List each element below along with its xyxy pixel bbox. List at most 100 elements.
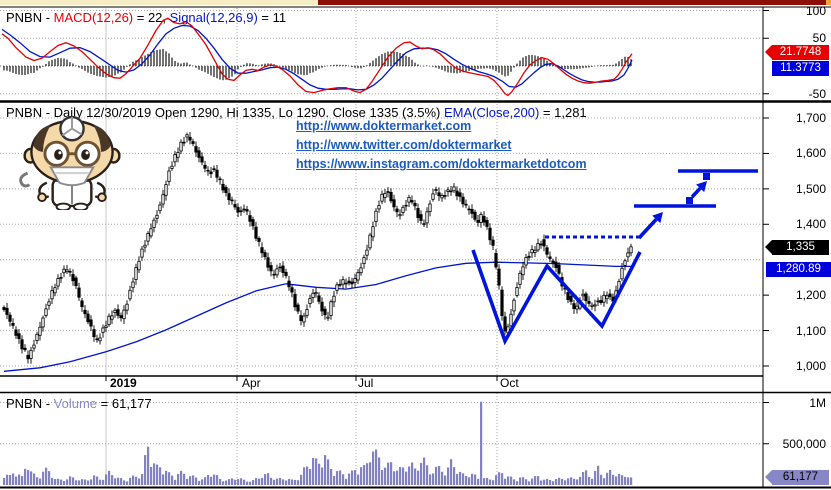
mascot-eye-left <box>54 149 63 161</box>
candle-body <box>431 193 435 200</box>
price-axis-label: 1,500 <box>795 181 826 196</box>
volume-bar <box>285 480 288 485</box>
volume-bar <box>294 479 297 485</box>
volume-bar <box>177 474 180 485</box>
volume-bar <box>543 479 546 485</box>
volume-bar <box>384 467 387 485</box>
candle-body <box>14 329 18 336</box>
volume-bar <box>171 475 174 485</box>
volume-bar <box>315 458 318 485</box>
volume-bar <box>159 467 162 485</box>
candle-body <box>101 327 105 333</box>
volume-bar <box>24 468 27 485</box>
candle-body <box>263 252 267 258</box>
volume-bar <box>96 476 99 485</box>
volume-bar <box>354 470 357 485</box>
volume-bar <box>510 476 513 485</box>
volume-bar <box>300 474 303 485</box>
volume-bar <box>528 481 531 485</box>
candle-body <box>143 244 147 248</box>
volume-bar <box>108 470 111 485</box>
axis-value-tag: 21.7748 <box>765 44 829 60</box>
candle-body <box>554 261 558 268</box>
date-label: 2019 <box>110 376 137 390</box>
candle-body <box>179 141 183 152</box>
candle-body <box>437 192 441 197</box>
volume-bar <box>336 471 339 485</box>
candle-body <box>383 192 387 198</box>
volume-bar <box>534 476 537 485</box>
volume-bar <box>78 480 81 485</box>
candle-body <box>194 146 198 153</box>
volume-bar <box>48 471 51 485</box>
candle-body <box>482 215 486 223</box>
w-pattern-annotation <box>471 249 642 346</box>
candle-body <box>485 219 489 227</box>
candle-body <box>449 190 453 193</box>
volume-bar <box>261 477 264 485</box>
volume-bar <box>357 474 360 485</box>
candle-body <box>182 141 186 144</box>
price-axis-label: 1,400 <box>795 217 826 232</box>
candle-body <box>374 210 378 222</box>
candle-body <box>527 255 531 258</box>
candle-body <box>269 265 273 272</box>
volume-bar <box>63 481 66 485</box>
volume-bar <box>135 476 138 485</box>
volume-bar <box>117 477 120 485</box>
candle-body <box>59 277 63 279</box>
candle-body <box>413 202 417 207</box>
candle-body <box>236 207 240 213</box>
volume-bar <box>441 471 444 485</box>
macd-line <box>1 17 633 97</box>
macd-histogram-layer <box>3 48 632 81</box>
volume-bar <box>102 479 105 485</box>
candle-body <box>440 194 444 199</box>
candle-body <box>203 164 207 169</box>
candle-body <box>95 338 99 341</box>
volume-bar <box>420 463 423 485</box>
candle-body <box>104 325 108 328</box>
volume-bar <box>594 471 597 485</box>
volume-bar <box>30 471 33 485</box>
website-link[interactable]: http://www.doktermarket.com <box>296 119 472 133</box>
volume-bar <box>264 474 267 485</box>
candle-body <box>428 203 432 212</box>
candle-body <box>458 192 462 197</box>
candle-body <box>56 278 60 287</box>
candle-body <box>77 287 81 298</box>
volume-bar <box>87 480 90 485</box>
volume-bar <box>492 480 495 485</box>
volume-bar <box>327 459 330 485</box>
volume-bar <box>138 478 141 485</box>
volume-bar <box>606 472 609 485</box>
volume-bar <box>324 455 327 485</box>
candle-body <box>473 211 477 220</box>
volume-bar <box>411 462 414 485</box>
twitter-link[interactable]: http://www.twitter.com/doktermarket <box>296 138 512 152</box>
candle-body <box>137 260 141 271</box>
axis-value-tag: 1,335 <box>765 239 829 255</box>
volume-bar <box>471 473 474 485</box>
candle-body <box>80 300 84 308</box>
instagram-link[interactable]: https://www.instagram.com/doktermarketdo… <box>296 157 587 171</box>
candle-body <box>503 316 507 332</box>
volume-bar <box>480 401 483 485</box>
candle-body <box>620 267 624 280</box>
volume-bar <box>288 479 291 485</box>
volume-bar <box>36 477 39 485</box>
volume-bar <box>579 476 582 485</box>
symbol-label: PNBN - <box>6 396 54 411</box>
volume-bar <box>204 477 207 485</box>
volume-bar <box>351 470 354 485</box>
volume-bar <box>273 479 276 485</box>
volume-bar <box>507 476 510 485</box>
volume-bar <box>27 470 30 485</box>
volume-bar <box>588 477 591 485</box>
volume-bar <box>267 473 270 485</box>
volume-bar <box>582 472 585 485</box>
candle-body <box>47 301 51 306</box>
volume-bar <box>81 479 84 485</box>
volume-bar <box>396 470 399 485</box>
volume-bar <box>216 475 219 485</box>
